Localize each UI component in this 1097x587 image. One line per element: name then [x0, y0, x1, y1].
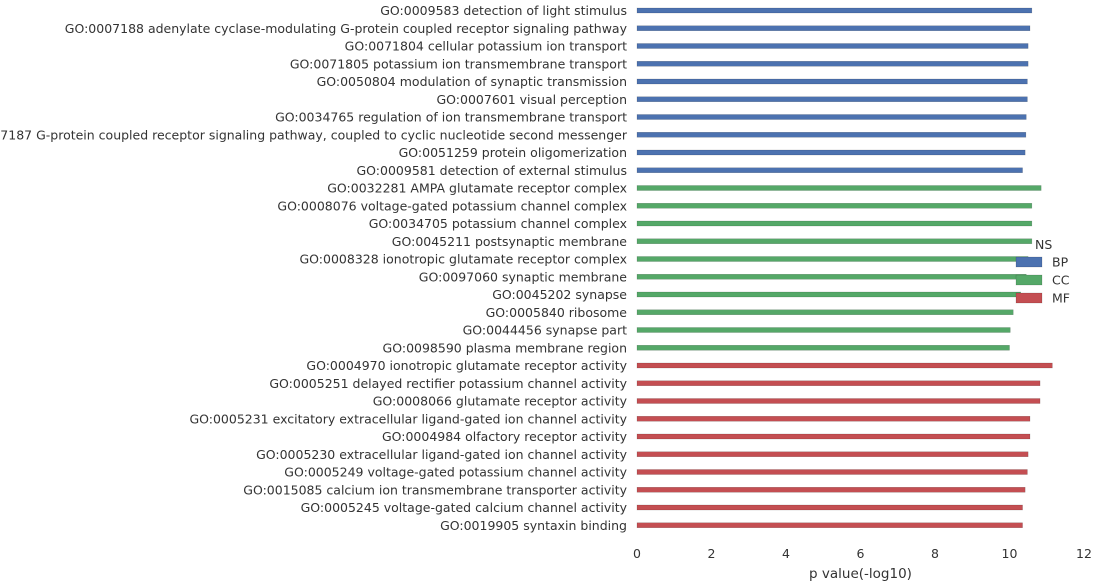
- bar-bp: [636, 167, 1023, 173]
- bar-cc: [636, 309, 1014, 315]
- category-label: GO:0005840 ribosome: [486, 305, 628, 320]
- category-label: GO:0008066 glutamate receptor activity: [373, 394, 628, 409]
- bar-mf: [636, 451, 1029, 457]
- category-label: GO:0071805 potassium ion transmembrane t…: [290, 56, 627, 71]
- bar-cc: [636, 256, 1029, 262]
- x-axis-label: p value(-log10): [809, 566, 912, 582]
- bar-mf: [636, 380, 1041, 386]
- category-label: GO:0009583 detection of light stimulus: [380, 3, 627, 18]
- category-label: GO:0008328 ionotropic glutamate receptor…: [300, 252, 628, 267]
- category-label: GO:0071804 cellular potassium ion transp…: [345, 39, 627, 54]
- bar-bp: [636, 61, 1029, 67]
- bar-bp: [636, 25, 1031, 31]
- category-label: GO:0034705 potassium channel complex: [369, 216, 627, 231]
- bar-mf: [636, 504, 1023, 511]
- category-label: GO:0004984 olfactory receptor activity: [382, 429, 628, 444]
- bar-cc: [636, 327, 1011, 333]
- legend-label-mf: MF: [1052, 291, 1070, 306]
- bar-bp: [636, 132, 1027, 138]
- x-tick-label: 2: [708, 546, 716, 561]
- category-label: GO:0004970 ionotropic glutamate receptor…: [306, 358, 627, 373]
- bar-cc: [636, 203, 1033, 209]
- category-label: GO:0005230 extracellular ligand-gated io…: [256, 447, 628, 462]
- bar-bp: [636, 7, 1033, 14]
- category-label: GO:0005231 excitatory extracellular liga…: [189, 411, 627, 426]
- category-label: GO:0045211 postsynaptic membrane: [392, 234, 628, 249]
- x-tick-label: 12: [1076, 546, 1092, 561]
- legend-label-bp: BP: [1052, 255, 1069, 270]
- legend-swatch-bp: [1015, 256, 1043, 268]
- x-tick-label: 0: [633, 546, 641, 561]
- bar-cc: [636, 220, 1033, 227]
- legend-swatch-mf: [1015, 292, 1043, 304]
- legend-title: NS: [1035, 237, 1052, 252]
- bar-mf: [636, 416, 1031, 422]
- bar-bp: [636, 43, 1029, 49]
- category-label: GO:0009581 detection of external stimulu…: [357, 163, 628, 178]
- category-label: GO:0008076 voltage-gated potassium chann…: [277, 198, 627, 213]
- legend-swatch-cc: [1015, 274, 1043, 286]
- bar-cc: [636, 291, 1021, 298]
- category-label: GO:0007188 adenylate cyclase-modulating …: [65, 21, 628, 36]
- bar-mf: [636, 362, 1053, 369]
- bar-cc: [636, 274, 1027, 280]
- bar-bp: [636, 78, 1028, 85]
- category-label: GO:0044456 synapse part: [463, 323, 627, 338]
- bar-mf: [636, 398, 1041, 404]
- category-label: GO:0007187 G-protein coupled receptor si…: [0, 127, 628, 142]
- x-tick-label: 8: [931, 546, 939, 561]
- category-label: GO:0032281 AMPA glutamate receptor compl…: [327, 181, 627, 196]
- bar-mf: [636, 487, 1026, 493]
- bar-cc: [636, 345, 1010, 351]
- x-tick-label: 4: [782, 546, 790, 561]
- category-label: GO:0007601 visual perception: [436, 92, 627, 107]
- category-label: GO:0005249 voltage-gated potassium chann…: [284, 465, 627, 480]
- category-label: GO:0034765 regulation of ion transmembra…: [275, 110, 627, 125]
- category-label: GO:0015085 calcium ion transmembrane tra…: [243, 482, 627, 497]
- bar-mf: [636, 469, 1028, 475]
- x-tick-label: 6: [857, 546, 865, 561]
- bar-bp: [636, 96, 1028, 102]
- category-label: GO:0050804 modulation of synaptic transm…: [317, 74, 627, 89]
- bar-mf: [636, 522, 1023, 528]
- category-label: GO:0005251 delayed rectifier potassium c…: [269, 376, 627, 391]
- category-label: GO:0005245 voltage-gated calcium channel…: [301, 500, 628, 515]
- category-label: GO:0097060 synaptic membrane: [419, 269, 628, 284]
- category-label: GO:0051259 protein oligomerization: [399, 145, 627, 160]
- bar-cc: [636, 238, 1033, 244]
- legend-label-cc: CC: [1052, 273, 1070, 288]
- category-label: GO:0019905 syntaxin binding: [440, 518, 627, 533]
- x-tick-label: 10: [1002, 546, 1018, 561]
- category-label: GO:0045202 synapse: [492, 287, 627, 302]
- category-label: GO:0098590 plasma membrane region: [383, 340, 627, 355]
- bar-bp: [636, 114, 1027, 120]
- bar-cc: [636, 185, 1042, 191]
- bar-bp: [636, 149, 1026, 156]
- bar-mf: [636, 433, 1031, 440]
